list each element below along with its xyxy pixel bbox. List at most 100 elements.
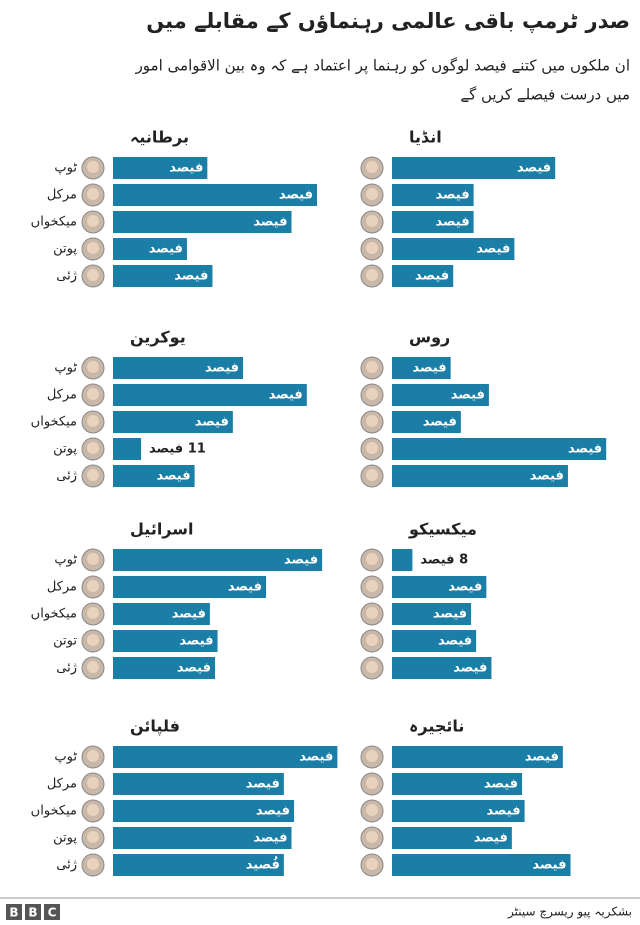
bar [392, 657, 492, 679]
value-label: فیصد [195, 415, 229, 430]
bar [113, 465, 195, 487]
bar [113, 265, 213, 287]
avatar-face [87, 661, 99, 673]
value-label: فیصد [525, 750, 559, 765]
bar [392, 854, 571, 876]
bar [113, 411, 233, 433]
avatar-face [366, 580, 378, 592]
avatar-face [366, 804, 378, 816]
avatar-face [366, 442, 378, 454]
avatar-face [366, 607, 378, 619]
row-label: میکخواں [31, 215, 77, 230]
avatar-face [366, 388, 378, 400]
row-label: ژئی [56, 858, 77, 873]
panel-title: اسرائیل [130, 520, 193, 539]
subtitle: ان ملکوں میں کتنے فیصد لوگوں کو رہنما پر… [135, 57, 630, 76]
bar [392, 384, 489, 406]
bar [113, 854, 284, 876]
chart-title: صدر ٹرمپ باقی عالمی رہنماؤں کے مقابلے می… [146, 9, 630, 33]
avatar-face [87, 269, 99, 281]
bar [392, 827, 512, 849]
bar [392, 630, 477, 652]
avatar-face [87, 361, 99, 373]
value-label: فیصد [174, 269, 208, 284]
panel: انڈیا فیصد فیصد فیصد فیصد فیصد [360, 128, 556, 288]
value-label: فیصد [433, 607, 467, 622]
avatar-face [366, 269, 378, 281]
value-label: فیصد [177, 661, 211, 676]
value-label: فیصد [228, 580, 262, 595]
row-label: ٹوپ [54, 553, 77, 568]
bar [113, 746, 338, 768]
value-label: 11 فیصد [149, 442, 206, 457]
panel: نائجیرہ فیصد فیصد فیصد فیصد فیصد [360, 717, 571, 877]
bar [392, 411, 461, 433]
value-label: فیصد [279, 188, 313, 203]
avatar-face [366, 469, 378, 481]
row-label: مرکل [47, 777, 77, 792]
value-label: فیصد [256, 804, 290, 819]
bar [113, 603, 210, 625]
avatar-face [366, 831, 378, 843]
bar [392, 265, 454, 287]
value-label: فیصد [532, 858, 566, 873]
bar [392, 773, 523, 795]
subtitle: میں درست فیصلے کریں گے [460, 86, 630, 104]
avatar-face [366, 661, 378, 673]
avatar-face [87, 215, 99, 227]
avatar-face [366, 215, 378, 227]
row-label: ژئی [56, 661, 77, 676]
logo-letter: B [28, 906, 37, 920]
value-label: فیصد [169, 161, 203, 176]
logo-letter: B [9, 906, 18, 920]
value-label: فیصد [486, 804, 520, 819]
bar [113, 800, 295, 822]
bar [392, 238, 515, 260]
bar [392, 603, 472, 625]
panel-title: انڈیا [409, 128, 442, 147]
bar [113, 157, 208, 179]
panel: فلپائن ٹوپ فیصد مرکل فیصد میکخواں فیصد پوتن فیصد… [31, 717, 338, 877]
bar [113, 657, 215, 679]
avatar-face [87, 607, 99, 619]
bar [392, 184, 474, 206]
bar [392, 800, 525, 822]
value-label: فیصد [299, 750, 333, 765]
avatar-face [87, 442, 99, 454]
value-label: فیصد [517, 161, 551, 176]
bar [113, 827, 292, 849]
value-label: فُصید [246, 855, 280, 872]
value-label: فیصد [284, 553, 318, 568]
panel: اسرائیل ٹوپ فیصد مرکل فیصد میکخواں فیصد توتن فیص… [31, 520, 323, 680]
panel-title: یوکرین [130, 328, 186, 347]
row-label: پوتن [53, 831, 77, 846]
avatar-face [87, 553, 99, 565]
row-label: پوتن [53, 242, 77, 257]
value-label: فیصد [453, 661, 487, 676]
value-label: فیصد [448, 580, 482, 595]
logo: B B C [6, 904, 60, 920]
bar [113, 438, 142, 460]
avatar-face [366, 361, 378, 373]
logo-box [6, 904, 22, 920]
row-label: ژئی [56, 469, 77, 484]
source: بشکریہ پیو ریسرچ سینٹر [507, 905, 632, 920]
avatar-face [87, 804, 99, 816]
row-label: میکخواں [31, 607, 77, 622]
value-label: فیصد [253, 831, 287, 846]
value-label: فیصد [484, 777, 518, 792]
value-label: فیصد [568, 442, 602, 457]
panel-title: روس [409, 328, 450, 347]
avatar-face [87, 469, 99, 481]
bar [392, 576, 487, 598]
value-label: فیصد [269, 388, 303, 403]
logo-box [44, 904, 60, 920]
logo-letter: C [48, 906, 57, 920]
bar [392, 157, 556, 179]
avatar-face [87, 415, 99, 427]
value-label: فیصد [451, 388, 485, 403]
bar [392, 549, 413, 571]
value-label: فیصد [530, 469, 564, 484]
avatar-face [87, 777, 99, 789]
